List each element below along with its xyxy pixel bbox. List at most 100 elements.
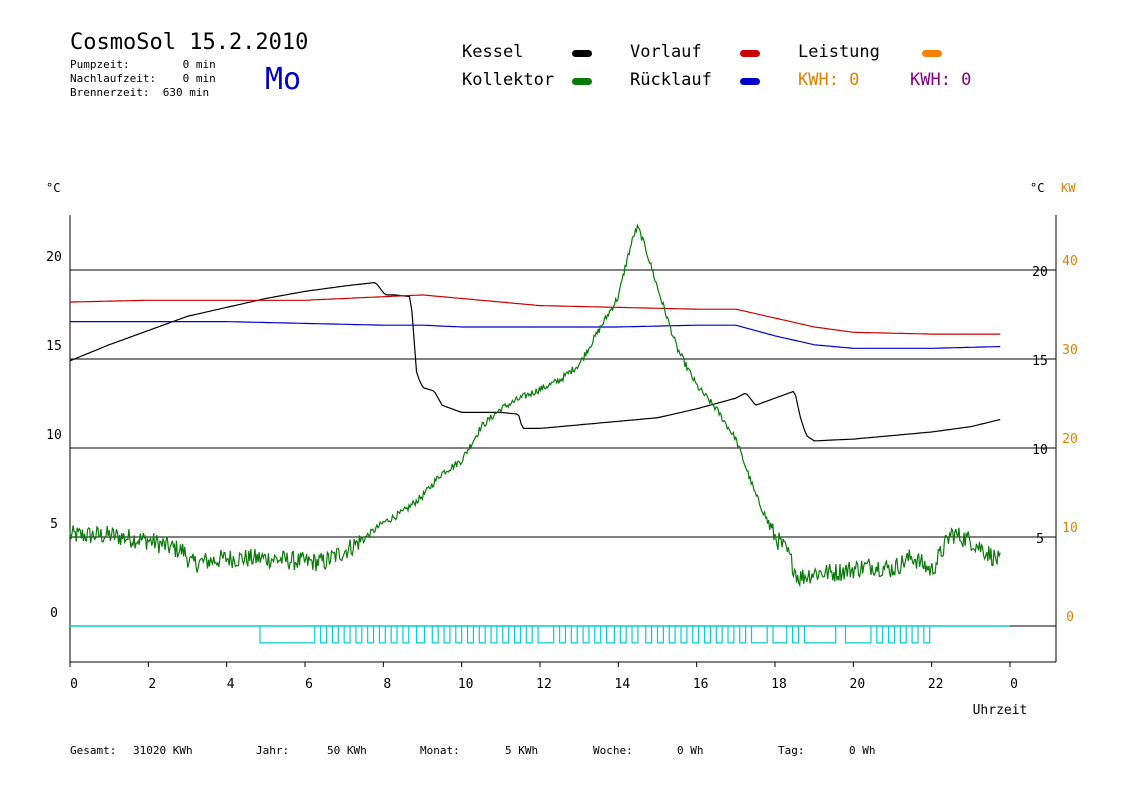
legend-kollektor-label: Kollektor <box>462 70 555 90</box>
pump-pulse <box>911 626 919 644</box>
y-left-tick-label: 5 <box>50 517 58 532</box>
y-left-tick-label: 15 <box>46 339 62 354</box>
x-tick-label: 10 <box>458 677 474 692</box>
legend-leistung-label: Leistung <box>798 42 880 62</box>
legend-leistung-swatch <box>922 50 942 57</box>
x-tick-label: 8 <box>383 677 391 692</box>
pump-pulse <box>668 626 676 644</box>
y-right-tick-label: 5 <box>1036 532 1044 547</box>
pump-pulse <box>899 626 907 644</box>
x-tick-label: 20 <box>850 677 866 692</box>
pump-pulse <box>739 626 747 644</box>
pump-pulse <box>887 626 896 644</box>
y-left-tick-label: 20 <box>46 250 62 265</box>
pump-pulse <box>558 626 567 644</box>
series-line-vorlauf <box>70 294 1001 335</box>
y-right2-tick-label: 20 <box>1062 432 1078 447</box>
pump-pulse <box>259 626 316 644</box>
footer-monat-value: 5 KWh <box>505 744 539 757</box>
pump-pulse <box>466 626 475 644</box>
footer-tag-value: 0 Wh <box>849 744 876 757</box>
footer-woche-label: Woche: <box>593 744 633 757</box>
y-right2-tick-label: 10 <box>1062 521 1078 536</box>
pump-pulse <box>715 626 723 644</box>
kwh-purple-label: KWH: 0 <box>910 70 972 90</box>
pump-pulse <box>703 626 711 644</box>
footer-gesamt-label: Gesamt: <box>70 744 117 757</box>
x-tick-label: 18 <box>771 677 787 692</box>
y-right2-tick-label: 40 <box>1062 254 1078 269</box>
legend-vorlauf-swatch <box>740 50 760 57</box>
y-right2-unit: KW <box>1061 181 1076 195</box>
legend-vorlauf-label: Vorlauf <box>630 42 702 62</box>
pump-pulse <box>355 626 363 644</box>
pump-pulse <box>378 626 386 644</box>
pump-pulse <box>844 626 872 644</box>
pump-pulse <box>367 626 375 644</box>
x-tick-label: 16 <box>693 677 709 692</box>
brennerzeit-text: Brennerzeit: 630 min <box>70 86 210 99</box>
footer-monat-label: Monat: <box>420 744 460 757</box>
pump-pulse <box>680 626 688 644</box>
weekday-label: Mo <box>265 62 302 97</box>
pump-pulse <box>923 626 931 644</box>
pump-pulse <box>631 626 639 644</box>
pump-pulse <box>502 626 510 644</box>
pump-pulse <box>416 626 426 644</box>
series-line-kessel <box>69 281 1001 442</box>
footer-tag-label: Tag: <box>778 744 805 757</box>
series-line-kollektor <box>69 223 1001 588</box>
legend-kessel-swatch <box>572 50 592 57</box>
nachlaufzeit-text: Nachlaufzeit: 0 min <box>70 72 216 85</box>
pump-pulse <box>656 626 664 644</box>
y-left-tick-label: 10 <box>46 428 62 443</box>
pump-pulse <box>402 626 410 644</box>
pump-pulse <box>619 626 627 644</box>
pump-pulse <box>320 626 328 644</box>
pump-pulse <box>455 626 463 644</box>
pump-pulse <box>570 626 578 644</box>
page-title: CosmoSol 15.2.2010 <box>70 30 309 55</box>
series-line-ruecklauf <box>70 321 1001 349</box>
pump-pulse <box>645 626 653 644</box>
pump-pulse <box>478 626 486 644</box>
pumpzeit-text: Pumpzeit: 0 min <box>70 58 216 71</box>
pump-pulse <box>525 626 533 644</box>
legend-kessel-label: Kessel <box>462 42 524 62</box>
legend-ruecklauf-swatch <box>740 78 760 85</box>
footer-woche-value: 0 Wh <box>677 744 704 757</box>
y-right-tick-label: 20 <box>1032 265 1048 280</box>
x-tick-label: 6 <box>305 677 313 692</box>
x-tick-label: 22 <box>928 677 944 692</box>
pump-pulse <box>750 626 768 644</box>
pump-pulse <box>727 626 735 644</box>
footer-jahr-label: Jahr: <box>256 744 290 757</box>
legend-ruecklauf-label: Rücklauf <box>630 70 712 90</box>
pump-pulse <box>692 626 700 644</box>
x-tick-label: 0 <box>1010 677 1018 692</box>
x-tick-label: 12 <box>536 677 552 692</box>
pump-pulse <box>331 626 339 644</box>
pump-pulse <box>582 626 590 644</box>
x-tick-label: 14 <box>615 677 631 692</box>
pump-pulse <box>605 626 616 644</box>
pump-pulse <box>490 626 498 644</box>
pump-pulse <box>390 626 398 644</box>
pump-pulse <box>443 626 451 644</box>
pump-pulse <box>537 626 555 644</box>
footer-jahr-value: 50 KWh <box>327 744 367 757</box>
kwh-orange-label: KWH: 0 <box>798 70 860 90</box>
x-tick-label: 4 <box>227 677 235 692</box>
x-tick-label: 0 <box>70 677 78 692</box>
legend-kollektor-swatch <box>572 78 592 85</box>
pump-pulse <box>772 626 788 644</box>
pump-pulse <box>792 626 800 644</box>
y-right-tick-label: 15 <box>1032 354 1048 369</box>
y-right-unit: °C <box>1030 181 1044 195</box>
y-right2-tick-label: 30 <box>1062 343 1078 358</box>
y-left-unit: °C <box>46 181 60 195</box>
y-right2-tick-label: 0 <box>1066 610 1074 625</box>
pump-pulse <box>343 626 351 644</box>
pump-pulse <box>431 626 439 644</box>
